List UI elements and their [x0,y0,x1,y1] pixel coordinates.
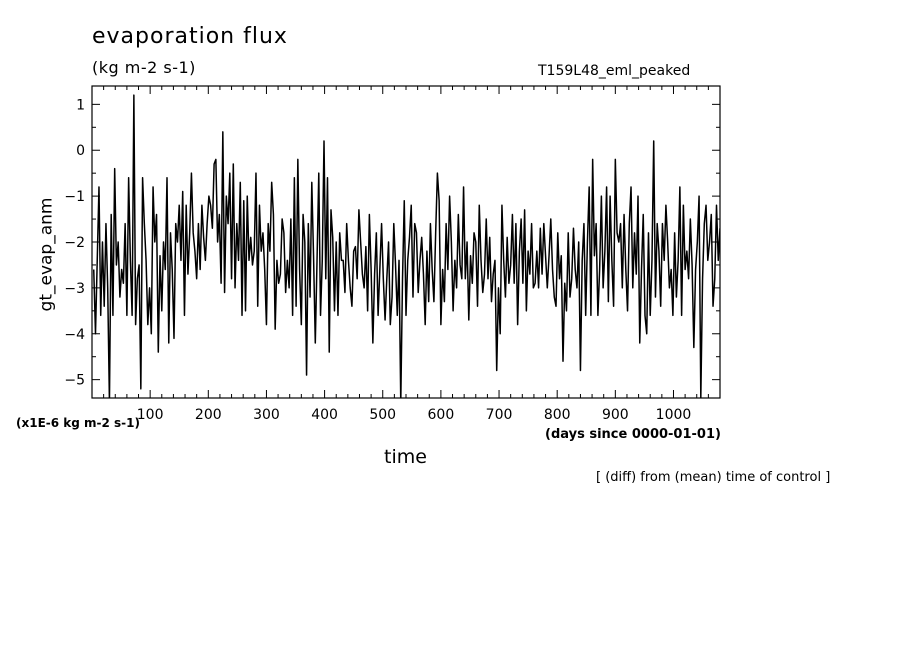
chart-units: (kg m-2 s-1) [92,58,196,77]
y-tick-label: −4 [64,327,85,343]
series-line [92,94,720,398]
x-tick-label: 100 [137,407,164,423]
axis-ticks [92,86,720,398]
x-tick-label: 200 [195,407,222,423]
plot-frame [91,85,721,399]
x-tick-label: 600 [428,407,455,423]
y-tick-label: −1 [64,189,85,205]
x-tick-label: 800 [544,407,571,423]
y-tick-label: 0 [76,143,85,159]
x-tick-label: 1000 [656,407,692,423]
chart-title: evaporation flux [92,24,288,49]
tick-labels: 100 200 300 400 500 600 700 800 900 1000 1 0 −1 −2 −3 −… [64,97,691,423]
x-units: (days since 0000-01-01) [545,427,721,442]
y-tick-label: −5 [64,373,85,389]
y-scale-note: (x1E-6 kg m-2 s-1) [16,416,140,430]
x-axis-title: time [384,446,427,468]
x-tick-label: 500 [369,407,396,423]
x-tick-label: 300 [253,407,280,423]
y-tick-label: −2 [64,235,85,251]
control-note: [ (diff) from (mean) time of control ] [596,470,831,485]
x-tick-label: 400 [311,407,338,423]
y-tick-label: 1 [76,97,85,113]
y-tick-label: −3 [64,281,85,297]
x-tick-label: 900 [602,407,629,423]
run-label: T159L48_eml_peaked [538,63,691,79]
x-tick-label: 700 [486,407,513,423]
